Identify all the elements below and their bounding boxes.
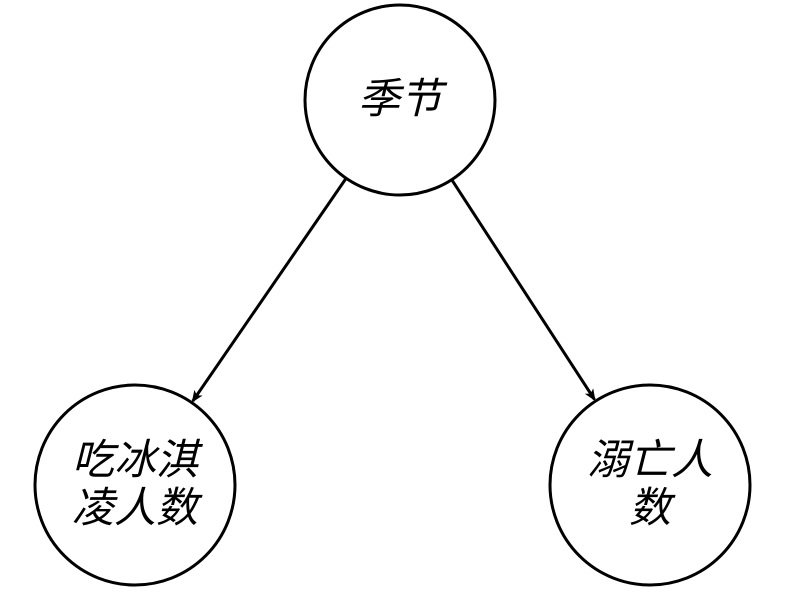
node-top: 季节	[305, 5, 495, 195]
node-left-label-line-1: 凌人数	[72, 486, 203, 532]
node-right: 溺亡人数	[550, 385, 750, 585]
edge-top-right	[452, 180, 595, 400]
node-right-label-line-1: 数	[629, 486, 676, 532]
node-left: 吃冰淇凌人数	[35, 385, 235, 585]
causal-diagram: 季节吃冰淇凌人数 溺亡人数	[0, 0, 799, 598]
node-top-label-line-0: 季节	[358, 77, 448, 123]
node-left-label-line-0: 吃冰淇	[72, 438, 204, 484]
node-right-label-line-0: 溺亡人	[587, 438, 713, 484]
edge-top-left	[193, 178, 346, 401]
